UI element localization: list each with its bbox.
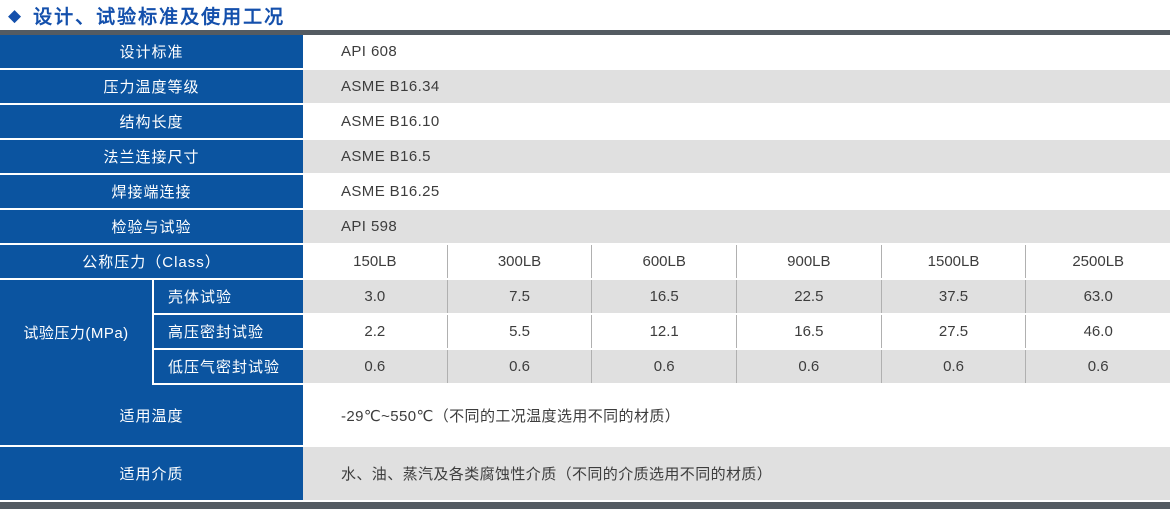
row-label: 适用温度	[0, 385, 303, 445]
table-row-applicable-medium: 适用介质 水、油、蒸汽及各类腐蚀性介质（不同的介质选用不同的材质）	[0, 447, 1170, 502]
value-cell: 0.6	[1025, 350, 1170, 383]
row-value: API 598	[303, 210, 1170, 243]
value-cell: 0.6	[736, 350, 881, 383]
test-pressure-label: 试验压力(MPa)	[0, 280, 152, 385]
row-value: ASME B16.34	[303, 70, 1170, 103]
value-cell: 16.5	[736, 315, 881, 348]
diamond-icon: ◆	[8, 5, 22, 25]
table-row-applicable-temperature: 适用温度 -29℃~550℃（不同的工况温度选用不同的材质）	[0, 385, 1170, 447]
page-title-row: ◆ 设计、试验标准及使用工况	[0, 0, 1170, 30]
row-value: ASME B16.25	[303, 175, 1170, 208]
value-cell: 63.0	[1025, 280, 1170, 313]
row-label: 公称压力（Class）	[0, 245, 303, 278]
value-cell: 37.5	[880, 280, 1026, 313]
low-pressure-seal-values: 0.6 0.6 0.6 0.6 0.6 0.6	[303, 350, 1170, 383]
table-bottom-border	[0, 502, 1170, 509]
class-value-cell: 600LB	[591, 245, 736, 278]
row-value: API 608	[303, 35, 1170, 68]
row-label: 法兰连接尺寸	[0, 140, 303, 173]
row-label: 压力温度等级	[0, 70, 303, 103]
table-row-high-pressure-seal-test: 高压密封试验 2.2 5.5 12.1 16.5 27.5 46.0	[154, 315, 1170, 350]
page-title: 设计、试验标准及使用工况	[33, 6, 286, 28]
table-row-shell-test: 壳体试验 3.0 7.5 16.5 22.5 37.5 63.0	[154, 280, 1170, 315]
class-value-cell: 150LB	[353, 253, 397, 270]
table-row-class-rating: 公称压力（Class） 150LB 300LB 600LB 900LB 1500…	[0, 245, 1170, 280]
sub-row-label: 壳体试验	[154, 280, 303, 313]
value-cell: 0.6	[364, 358, 386, 375]
value-cell: 0.6	[591, 350, 736, 383]
value-cell: 5.5	[446, 315, 592, 348]
value-cell: 22.5	[736, 280, 881, 313]
table-row-flange-dimensions: 法兰连接尺寸 ASME B16.5	[0, 140, 1170, 175]
sub-row-label: 低压气密封试验	[154, 350, 303, 383]
table-row-low-pressure-air-seal-test: 低压气密封试验 0.6 0.6 0.6 0.6 0.6 0.6	[154, 350, 1170, 385]
table-row-face-to-face: 结构长度 ASME B16.10	[0, 105, 1170, 140]
row-value: ASME B16.10	[303, 105, 1170, 138]
class-values: 150LB 300LB 600LB 900LB 1500LB 2500LB	[303, 245, 1170, 278]
class-value-cell: 900LB	[736, 245, 881, 278]
table-row-pressure-temp-rating: 压力温度等级 ASME B16.34	[0, 70, 1170, 105]
value-cell: 12.1	[591, 315, 736, 348]
row-label: 适用介质	[0, 447, 303, 500]
table-row-inspection-test: 检验与试验 API 598	[0, 210, 1170, 245]
value-cell: 7.5	[446, 280, 592, 313]
value-cell: 46.0	[1025, 315, 1170, 348]
value-cell: 27.5	[880, 315, 1026, 348]
class-value-cell: 1500LB	[880, 245, 1026, 278]
test-pressure-rows: 壳体试验 3.0 7.5 16.5 22.5 37.5 63.0 高压密封试验 …	[152, 280, 1170, 385]
row-label: 检验与试验	[0, 210, 303, 243]
row-label: 设计标准	[0, 35, 303, 68]
row-value: 水、油、蒸汽及各类腐蚀性介质（不同的介质选用不同的材质）	[303, 447, 1170, 500]
value-cell: 2.2	[364, 323, 386, 340]
table-row-design-standard: 设计标准 API 608	[0, 35, 1170, 70]
value-cell: 0.6	[446, 350, 592, 383]
row-label: 焊接端连接	[0, 175, 303, 208]
shell-test-values: 3.0 7.5 16.5 22.5 37.5 63.0	[303, 280, 1170, 313]
class-value-cell: 2500LB	[1025, 245, 1170, 278]
table-top-border	[0, 30, 1170, 35]
table-row-weld-end: 焊接端连接 ASME B16.25	[0, 175, 1170, 210]
sub-row-label: 高压密封试验	[154, 315, 303, 348]
row-value: -29℃~550℃（不同的工况温度选用不同的材质）	[303, 385, 1170, 445]
value-cell: 16.5	[591, 280, 736, 313]
class-value-cell: 300LB	[446, 245, 592, 278]
high-pressure-seal-values: 2.2 5.5 12.1 16.5 27.5 46.0	[303, 315, 1170, 348]
row-value: ASME B16.5	[303, 140, 1170, 173]
row-label: 结构长度	[0, 105, 303, 138]
value-cell: 3.0	[364, 288, 386, 305]
value-cell: 0.6	[880, 350, 1026, 383]
spec-table: 设计标准 API 608 压力温度等级 ASME B16.34 结构长度 ASM…	[0, 30, 1170, 509]
test-pressure-section: 试验压力(MPa) 壳体试验 3.0 7.5 16.5 22.5 37.5 63…	[0, 280, 1170, 385]
